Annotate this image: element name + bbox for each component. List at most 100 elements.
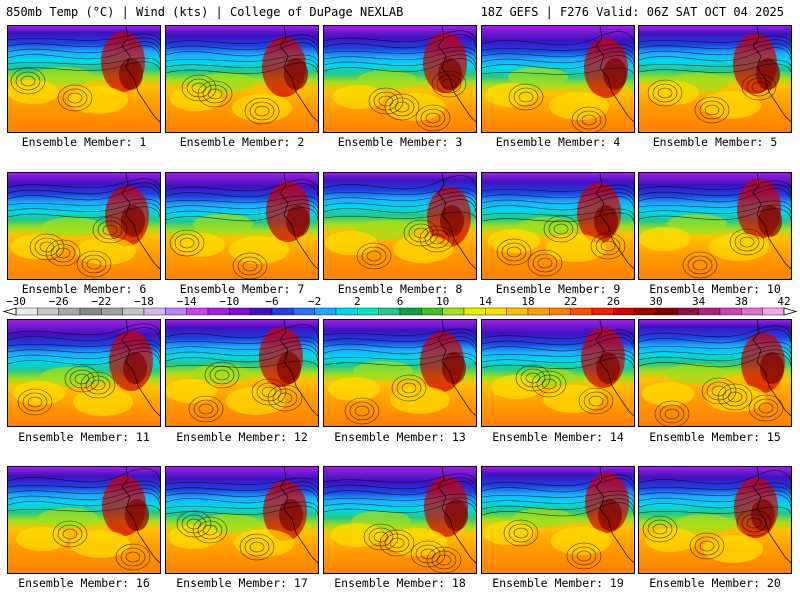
pressure-contour [193, 399, 219, 419]
temperature-anomaly-blob [444, 499, 468, 531]
wind-contour-line [639, 486, 791, 496]
temperature-field-15 [639, 320, 791, 426]
wind-contour-line [8, 45, 160, 60]
temperature-field-20 [639, 467, 791, 573]
pressure-contour [571, 546, 597, 566]
temperature-anomaly-blob [551, 527, 611, 555]
wind-contour-line [482, 188, 634, 198]
pressure-contour [188, 395, 224, 423]
coastline [595, 320, 634, 417]
temperature-anomaly-blob [279, 499, 303, 531]
wind-contour-line [8, 351, 160, 366]
pressure-contour [34, 237, 60, 257]
pressure-contour [57, 84, 93, 112]
temperature-anomaly-blob [328, 377, 380, 401]
coastline [121, 173, 160, 270]
pressure-contour [181, 74, 217, 102]
coastline [595, 467, 634, 564]
wind-contour-line [482, 208, 634, 216]
colorbar-bin [655, 307, 678, 316]
wind-contour-line [166, 203, 318, 216]
wind-contour-line [482, 349, 634, 357]
ensemble-member-label: Ensemble Member: 13 [334, 430, 466, 444]
pressure-contour [548, 219, 574, 239]
temperature-field-17 [166, 467, 318, 573]
pressure-contour [64, 365, 100, 393]
pressure-contour [441, 78, 457, 90]
wind-contour-line [166, 179, 318, 192]
wind-contour-line [166, 54, 318, 62]
temperature-field-1 [8, 26, 160, 132]
colorbar-bin [314, 307, 337, 316]
pressure-contour [501, 242, 527, 262]
coastline [279, 467, 318, 564]
coastline [121, 26, 160, 123]
pressure-contour [748, 394, 784, 422]
colorbar-bin [527, 307, 550, 316]
wind-contour-line [166, 481, 318, 491]
colorbar-bin [485, 307, 507, 316]
wind-contour-line [639, 39, 791, 49]
pressure-contour [349, 401, 375, 421]
wind-contour-line [482, 478, 634, 493]
wind-contour-line [324, 477, 476, 490]
wind-contour-line [482, 353, 634, 363]
wind-contour-line [639, 490, 791, 503]
pressure-contour [536, 374, 562, 394]
ensemble-member-3-map [323, 25, 477, 133]
wind-contour-line [324, 34, 476, 49]
wind-contour-line [166, 324, 318, 339]
temperature-anomaly-blob [665, 364, 725, 384]
ensemble-member-label: Ensemble Member: 9 [495, 282, 621, 296]
pressure-contour [57, 524, 83, 544]
wind-contour-line [639, 494, 791, 509]
pressure-contour [174, 233, 200, 253]
wind-contour-line [639, 47, 791, 62]
pressure-contour [186, 78, 212, 98]
pressure-contour [197, 520, 223, 540]
temperature-field-3 [324, 26, 476, 132]
pressure-contour [15, 71, 41, 91]
pressure-contour [532, 253, 558, 273]
wind-contour-line [166, 34, 318, 44]
pressure-contour [513, 87, 539, 107]
temperature-anomaly-blob [546, 234, 606, 262]
wind-contour-line [482, 337, 634, 352]
temperature-anomaly-blob [68, 86, 128, 114]
wind-contour-line [482, 494, 634, 504]
ensemble-member-label: Ensemble Member: 19 [492, 576, 624, 590]
chart-title-left: 850mb Temp (°C) | Wind (kts) | College o… [6, 5, 404, 19]
wind-contour-line [166, 336, 318, 344]
pressure-contour [657, 87, 673, 99]
wind-contour-line [8, 488, 160, 501]
temperature-anomaly-blob [76, 237, 136, 265]
wind-contour-line [166, 501, 318, 509]
wind-contour-line [482, 212, 634, 222]
pressure-contour [391, 374, 427, 402]
wind-contour-line [324, 481, 476, 496]
wind-contour-line [324, 58, 476, 73]
pressure-contour [694, 536, 720, 556]
coastline [752, 320, 791, 417]
pressure-contour [97, 220, 123, 240]
colorbar-tick-label: 42 [777, 295, 790, 308]
pressure-contour [654, 400, 690, 426]
colorbar-bin [442, 307, 465, 316]
wind-contour-line [8, 37, 160, 47]
temperature-anomaly-blob [549, 92, 609, 120]
colorbar-bin [165, 307, 187, 316]
wind-contour-line [8, 484, 160, 494]
coastline [437, 173, 476, 270]
wind-contour-line [324, 501, 476, 514]
wind-contour-line [324, 336, 476, 349]
wind-contour-line [166, 38, 318, 51]
wind-contour-line [639, 470, 791, 485]
pressure-contour [115, 543, 151, 571]
ensemble-member-label: Ensemble Member: 3 [337, 135, 463, 149]
temperature-anomaly-blob [123, 352, 147, 384]
wind-contour-line [8, 206, 160, 219]
colorbar-right-arrow [783, 307, 798, 316]
pressure-contour [704, 104, 720, 116]
pressure-contour [45, 239, 81, 267]
ensemble-member-18-map [323, 466, 477, 574]
